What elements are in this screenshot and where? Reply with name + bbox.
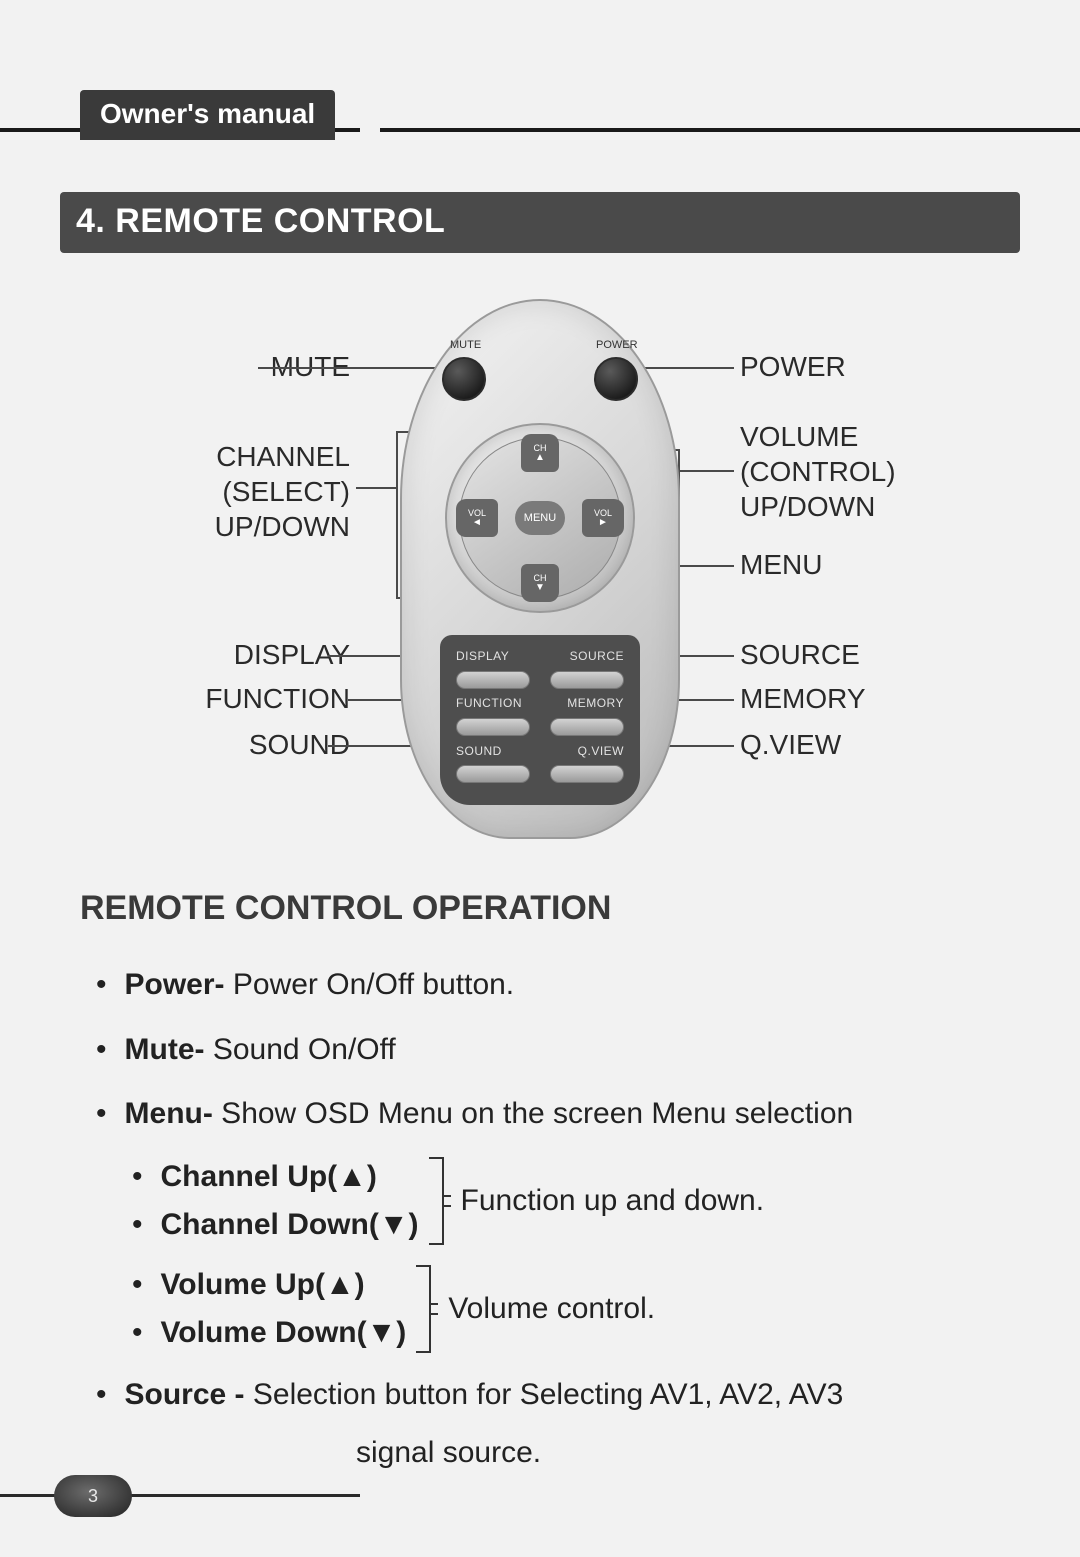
bullet-icon: •	[96, 1372, 107, 1417]
lp-display-label: DISPLAY	[456, 649, 530, 667]
op-ch-up: Channel Up(▲)	[161, 1160, 377, 1194]
header-rule-right	[380, 128, 1080, 132]
bullet-icon: •	[96, 962, 107, 1007]
up-arrow-icon: ▲	[535, 453, 545, 463]
header-tab: Owner's manual	[80, 90, 335, 140]
memory-button[interactable]	[550, 718, 624, 736]
op-source: • Source - Selection button for Selectin…	[96, 1372, 1000, 1419]
callout-qview: Q.VIEW	[740, 727, 841, 762]
function-button[interactable]	[456, 718, 530, 736]
callout-power: POWER	[740, 349, 846, 384]
power-button[interactable]	[594, 357, 638, 401]
op-vol-down: Volume Down(▼)	[161, 1316, 407, 1350]
callout-channel: CHANNEL (SELECT) UP/DOWN	[100, 439, 350, 544]
menu-button[interactable]: MENU	[515, 501, 565, 535]
op-mute-desc: Sound On/Off	[205, 1033, 396, 1066]
op-menu: • Menu- Show OSD Menu on the screen Menu…	[96, 1091, 1000, 1138]
btn-label-power: POWER	[596, 339, 638, 351]
callout-display: DISPLAY	[100, 637, 350, 672]
page-number: 3	[54, 1475, 132, 1517]
brace-icon	[414, 1264, 440, 1354]
bullet-icon: •	[96, 1027, 107, 1072]
callout-channel-line1: CHANNEL	[216, 441, 350, 472]
remote-diagram: MUTE CHANNEL (SELECT) UP/DOWN DISPLAY FU…	[100, 289, 980, 849]
lp-sound-label: SOUND	[456, 744, 530, 762]
left-arrow-icon: ◄	[472, 518, 482, 528]
op-power: • Power- Power On/Off button.	[96, 962, 1000, 1009]
op-vol-up: Volume Up(▲)	[161, 1268, 365, 1302]
dpad: CH ▲ CH ▼ VOL ◄ VOL ► MENU	[445, 423, 635, 613]
op-source-desc: Selection button for Selecting AV1, AV2,…	[245, 1378, 844, 1411]
op-source-label: Source -	[125, 1378, 245, 1411]
dpad-inner: CH ▲ CH ▼ VOL ◄ VOL ► MENU	[459, 437, 621, 599]
remote-lower-panel: DISPLAY SOURCE FUNCTION MEMORY SOUND Q.V…	[440, 635, 640, 805]
bullet-icon: •	[96, 1091, 107, 1136]
section-title: 4. REMOTE CONTROL	[60, 192, 1020, 253]
op-ch-desc: Function up and down.	[461, 1184, 765, 1218]
volume-down-button[interactable]: VOL ◄	[456, 499, 498, 537]
callout-volume-line2: (CONTROL)	[740, 456, 896, 487]
operation-list: • Power- Power On/Off button. • Mute- So…	[96, 962, 1000, 1470]
leader-mute	[258, 367, 458, 369]
op-power-desc: Power On/Off button.	[225, 968, 515, 1001]
op-vol-desc: Volume control.	[448, 1292, 655, 1326]
op-menu-desc: Show OSD Menu on the screen Menu selecti…	[213, 1097, 853, 1130]
callout-channel-line3: UP/DOWN	[215, 511, 350, 542]
op-menu-label: Menu-	[125, 1097, 213, 1130]
op-mute-label: Mute-	[125, 1033, 205, 1066]
op-power-label: Power-	[125, 968, 225, 1001]
brace-icon	[427, 1156, 453, 1246]
mute-button[interactable]	[442, 357, 486, 401]
lp-qview-label: Q.VIEW	[550, 744, 624, 762]
channel-down-button[interactable]: CH ▼	[521, 564, 559, 602]
bullet-icon: •	[132, 1268, 143, 1302]
op-volume-group: • Volume Up(▲) • Volume Down(▼) Volume c…	[132, 1264, 1000, 1354]
bullet-icon: •	[132, 1208, 143, 1242]
subheading: REMOTE CONTROL OPERATION	[80, 889, 1000, 928]
sound-button[interactable]	[456, 765, 530, 783]
leader-channel	[356, 487, 396, 489]
callout-menu: MENU	[740, 547, 822, 582]
callout-function: FUNCTION	[100, 681, 350, 716]
remote-body: MUTE POWER CH ▲ CH ▼	[400, 299, 680, 839]
channel-up-button[interactable]: CH ▲	[521, 434, 559, 472]
bracket-channel	[396, 431, 398, 598]
volume-up-button[interactable]: VOL ►	[582, 499, 624, 537]
bullet-icon: •	[132, 1160, 143, 1194]
bullet-icon: •	[132, 1316, 143, 1350]
op-ch-down: Channel Down(▼)	[161, 1208, 419, 1242]
op-channel-group: • Channel Up(▲) • Channel Down(▼) Functi…	[132, 1156, 1000, 1246]
lp-source-label: SOURCE	[550, 649, 624, 667]
callout-channel-line2: (SELECT)	[222, 476, 350, 507]
callout-source: SOURCE	[740, 637, 860, 672]
callout-sound: SOUND	[100, 727, 350, 762]
callout-memory: MEMORY	[740, 681, 866, 716]
lp-memory-label: MEMORY	[550, 696, 624, 714]
op-mute: • Mute- Sound On/Off	[96, 1027, 1000, 1074]
source-button[interactable]	[550, 671, 624, 689]
display-button[interactable]	[456, 671, 530, 689]
btn-label-mute: MUTE	[450, 339, 481, 351]
callout-volume-line1: VOLUME	[740, 421, 858, 452]
header-bar: Owner's manual	[60, 78, 1020, 134]
remote-top-panel: MUTE POWER	[442, 349, 638, 409]
qview-button[interactable]	[550, 765, 624, 783]
lp-function-label: FUNCTION	[456, 696, 530, 714]
right-arrow-icon: ►	[598, 518, 608, 528]
op-source-continuation: signal source.	[356, 1436, 1000, 1470]
down-arrow-icon: ▼	[535, 583, 545, 593]
callout-volume: VOLUME (CONTROL) UP/DOWN	[740, 419, 896, 524]
callout-volume-line3: UP/DOWN	[740, 491, 875, 522]
